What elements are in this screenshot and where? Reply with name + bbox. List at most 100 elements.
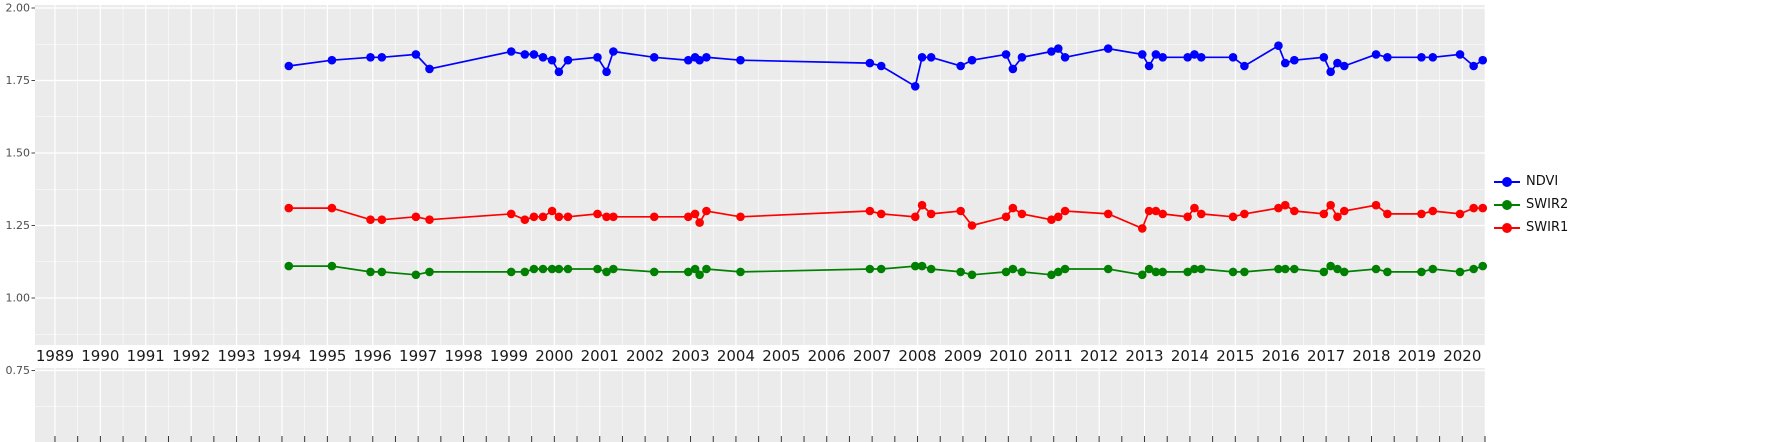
data-point-swir2: [1280, 264, 1290, 274]
data-point-swir2: [1417, 267, 1426, 277]
data-point-swir2: [593, 264, 602, 274]
data-point-swir1: [538, 212, 548, 222]
data-point-swir1: [425, 215, 434, 224]
data-point-swir1: [1290, 206, 1299, 216]
data-point-swir1: [1383, 209, 1392, 219]
x-tick-label: 1996: [354, 347, 392, 365]
data-point-ndvi: [910, 82, 920, 91]
data-point-ndvi: [538, 53, 548, 62]
data-point-swir2: [1478, 261, 1488, 271]
data-point-swir1: [917, 200, 927, 210]
legend-dot-ndvi: [1502, 176, 1512, 187]
x-tick-label: 2013: [1125, 347, 1163, 365]
legend-marker-ndvi: [1494, 176, 1520, 188]
data-point-swir1: [1240, 209, 1249, 219]
data-point-ndvi: [1103, 44, 1113, 53]
y-tick-label: 1.75: [6, 74, 31, 87]
data-point-swir2: [411, 270, 421, 280]
data-point-ndvi: [609, 47, 618, 56]
x-tick-label: 2006: [808, 347, 846, 365]
data-point-swir2: [926, 264, 936, 274]
data-point-swir1: [366, 215, 375, 224]
legend-dot-swir2: [1502, 199, 1512, 210]
data-point-swir1: [1151, 206, 1161, 216]
data-point-swir2: [690, 264, 700, 274]
data-point-swir2: [538, 264, 548, 274]
data-point-swir2: [1469, 264, 1478, 274]
y-tick-label: 1.25: [6, 219, 31, 232]
x-tick-label: 2016: [1262, 347, 1300, 365]
data-point-swir2: [1455, 267, 1465, 277]
x-tick-label: 2020: [1443, 347, 1481, 365]
data-point-ndvi: [736, 55, 745, 65]
x-tick-label: 2002: [626, 347, 664, 365]
data-point-ndvi: [1053, 44, 1063, 53]
data-point-ndvi: [1158, 53, 1167, 62]
y-tick-label: 1.50: [6, 147, 31, 160]
x-tick-label: 1993: [217, 347, 255, 365]
data-point-swir2: [910, 261, 920, 271]
data-point-swir1: [736, 212, 745, 222]
legend-item-swir1[interactable]: SWIR1: [1494, 216, 1568, 239]
legend-label-swir2: SWIR2: [1526, 197, 1569, 212]
data-point-swir1: [609, 212, 618, 222]
data-point-ndvi: [1333, 58, 1342, 68]
data-point-swir1: [1190, 203, 1199, 213]
legend-label-ndvi: NDVI: [1526, 174, 1559, 189]
data-point-ndvi: [1060, 53, 1070, 62]
x-tick-label: 1999: [490, 347, 528, 365]
data-point-ndvi: [1290, 55, 1299, 65]
data-point-swir1: [865, 206, 875, 216]
data-point-ndvi: [1144, 61, 1154, 71]
data-point-swir1: [1469, 203, 1478, 213]
data-point-swir2: [956, 267, 965, 277]
data-point-swir2: [649, 267, 659, 277]
data-point-swir1: [554, 212, 564, 222]
data-point-swir1: [926, 209, 936, 219]
data-point-swir2: [1326, 261, 1335, 271]
data-point-swir2: [1383, 267, 1392, 277]
data-point-swir1: [1371, 200, 1381, 210]
legend-item-swir2[interactable]: SWIR2: [1494, 193, 1568, 216]
x-tick-label: 1997: [399, 347, 437, 365]
data-point-ndvi: [702, 53, 711, 62]
data-point-swir2: [1190, 264, 1199, 274]
data-point-swir2: [865, 264, 875, 274]
data-point-swir1: [649, 212, 659, 222]
data-point-swir2: [1319, 267, 1329, 277]
data-point-ndvi: [1183, 53, 1192, 62]
data-point-ndvi: [649, 53, 659, 62]
data-point-swir2: [1428, 264, 1438, 274]
x-tick-label: 2018: [1352, 347, 1390, 365]
data-point-swir1: [411, 212, 421, 222]
legend-marker-swir2: [1494, 199, 1520, 211]
data-point-swir2: [967, 270, 977, 280]
data-point-swir2: [1290, 264, 1299, 274]
data-point-swir2: [284, 261, 294, 271]
data-point-ndvi: [1478, 55, 1488, 65]
data-point-ndvi: [1196, 53, 1206, 62]
data-point-swir1: [1001, 212, 1011, 222]
data-point-swir1: [1319, 209, 1329, 219]
data-point-ndvi: [411, 50, 421, 59]
data-point-ndvi: [284, 61, 294, 71]
data-point-swir1: [547, 206, 557, 216]
data-point-ndvi: [1455, 50, 1465, 59]
data-point-ndvi: [695, 55, 704, 65]
data-point-swir1: [1196, 209, 1206, 219]
data-point-swir1: [602, 212, 611, 222]
data-point-swir2: [1001, 267, 1011, 277]
data-point-swir1: [506, 209, 516, 219]
data-point-swir2: [425, 267, 434, 277]
data-point-swir1: [1158, 209, 1167, 219]
data-point-swir1: [695, 218, 704, 227]
data-point-ndvi: [926, 53, 936, 62]
x-tick-label: 2008: [898, 347, 936, 365]
x-tick-label: 1995: [308, 347, 346, 365]
data-point-swir2: [683, 267, 693, 277]
legend-item-ndvi[interactable]: NDVI: [1494, 170, 1568, 193]
data-point-swir2: [1053, 267, 1063, 277]
x-tick-label: 2009: [944, 347, 982, 365]
